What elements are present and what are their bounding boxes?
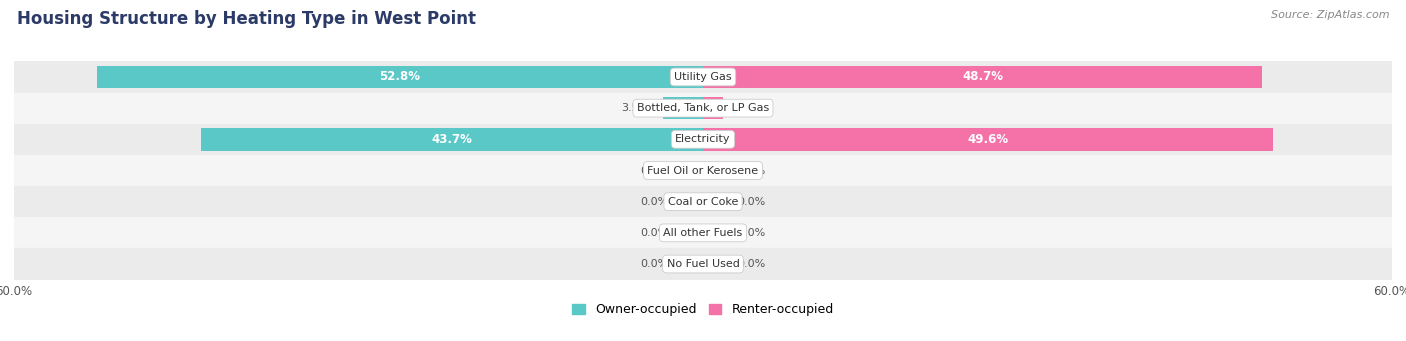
Text: Utility Gas: Utility Gas [675, 72, 731, 82]
Text: 52.8%: 52.8% [380, 71, 420, 84]
Text: Source: ZipAtlas.com: Source: ZipAtlas.com [1271, 10, 1389, 20]
Text: 0.0%: 0.0% [738, 197, 766, 207]
Bar [703, 128, 1272, 150]
Text: Coal or Coke: Coal or Coke [668, 197, 738, 207]
Bar [14, 186, 1392, 217]
Text: 0.0%: 0.0% [640, 228, 669, 238]
Text: Bottled, Tank, or LP Gas: Bottled, Tank, or LP Gas [637, 103, 769, 113]
Bar [14, 61, 1392, 92]
Text: No Fuel Used: No Fuel Used [666, 259, 740, 269]
Text: 0.0%: 0.0% [738, 228, 766, 238]
Text: 43.7%: 43.7% [432, 133, 472, 146]
Bar [703, 97, 723, 119]
Bar [14, 124, 1392, 155]
Text: Fuel Oil or Kerosene: Fuel Oil or Kerosene [647, 165, 759, 176]
Text: 0.0%: 0.0% [640, 197, 669, 207]
Bar [14, 92, 1392, 124]
Text: 49.6%: 49.6% [967, 133, 1008, 146]
Text: Electricity: Electricity [675, 134, 731, 144]
Bar [14, 249, 1392, 280]
Text: 0.0%: 0.0% [738, 259, 766, 269]
Legend: Owner-occupied, Renter-occupied: Owner-occupied, Renter-occupied [568, 298, 838, 321]
Text: Housing Structure by Heating Type in West Point: Housing Structure by Heating Type in Wes… [17, 10, 475, 28]
Text: 0.0%: 0.0% [640, 165, 669, 176]
Text: All other Fuels: All other Fuels [664, 228, 742, 238]
Text: 3.5%: 3.5% [621, 103, 650, 113]
Text: 0.0%: 0.0% [640, 259, 669, 269]
Bar [201, 128, 703, 150]
Text: 0.0%: 0.0% [738, 165, 766, 176]
Bar [14, 217, 1392, 249]
Bar [662, 97, 703, 119]
Bar [97, 66, 703, 88]
Bar [703, 66, 1263, 88]
Text: 1.7%: 1.7% [737, 103, 765, 113]
Bar [14, 155, 1392, 186]
Text: 48.7%: 48.7% [962, 71, 1002, 84]
